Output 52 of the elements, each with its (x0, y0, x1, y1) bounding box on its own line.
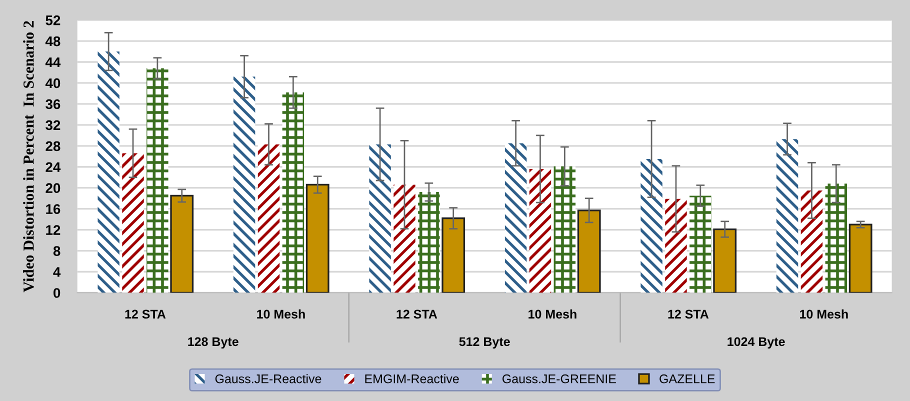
bar (442, 217, 466, 293)
bar (170, 194, 194, 293)
bar (825, 184, 848, 293)
bar (776, 139, 798, 293)
text: 128 Byte (188, 337, 238, 349)
y-tick-label: 28 (46, 141, 60, 152)
legend-label: GAZELLE (660, 374, 715, 384)
bar (369, 144, 391, 293)
x-tick-label: 10 Mesh (528, 309, 576, 319)
x-tick-label: 12 STA (396, 310, 438, 319)
y-tick-label: 8 (53, 246, 60, 256)
bar (504, 143, 527, 293)
x-tick-label: 10 Mesh (800, 309, 848, 319)
bar (713, 228, 737, 293)
bar (800, 190, 823, 293)
bar (665, 198, 687, 293)
y-tick-label: 44 (45, 57, 61, 68)
bar (98, 52, 120, 293)
y-tick-label: 16 (46, 204, 60, 214)
x-tick-label: 10 Mesh (257, 309, 305, 319)
bar (640, 159, 662, 293)
bar (122, 153, 144, 293)
y-tick-label: 4 (53, 267, 61, 277)
bar (306, 184, 330, 293)
y-tick-label: 52 (46, 15, 60, 26)
bar (529, 168, 552, 293)
y-tick-label: 20 (46, 183, 60, 194)
y-tick-label: 0 (54, 288, 60, 298)
y-tick-label: 12 (46, 225, 60, 235)
y-tick-label: 40 (45, 78, 60, 88)
x-tick-label: 12 STA (668, 310, 709, 319)
bar (282, 92, 304, 293)
y-tick-label: 24 (46, 162, 61, 172)
x-tick-label: 12 STA (125, 310, 166, 319)
bar (394, 184, 416, 293)
text: 512 Byte (459, 337, 510, 349)
bar (577, 210, 601, 293)
legend-label: Gauss.JE-GREENIE (502, 374, 616, 384)
bar (233, 76, 256, 293)
bar (258, 144, 280, 293)
bar (554, 166, 576, 293)
legend-label: Gauss.JE-Reactive (215, 374, 322, 384)
bar (418, 192, 440, 293)
y-tick-label: 36 (46, 99, 60, 110)
y-tick-label: 48 (45, 36, 60, 46)
y-axis-title: Video Distortion in Percent In Scenario 2 (23, 21, 34, 292)
text: 1024 Byte (728, 337, 785, 349)
bar (690, 196, 712, 293)
legend-label: EMGIM-Reactive (365, 374, 459, 384)
bar (146, 68, 168, 293)
y-tick-label: 32 (46, 120, 60, 130)
bar (848, 224, 872, 293)
